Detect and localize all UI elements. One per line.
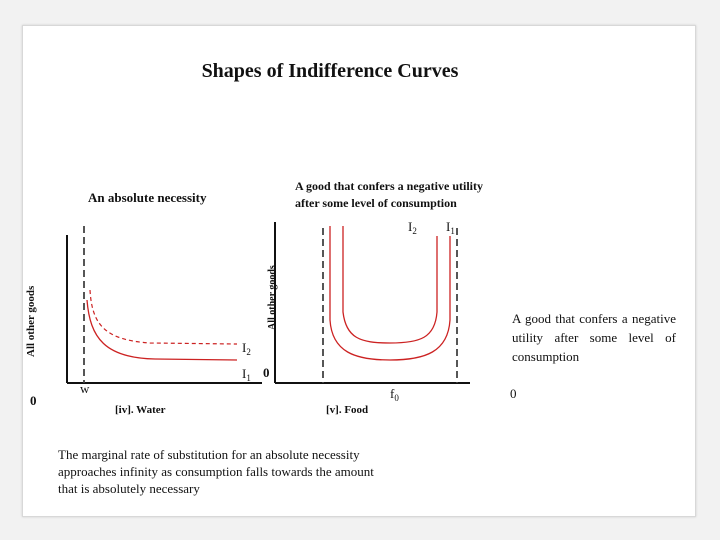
right-curve-outer [329,226,451,361]
right-curve-label-i2: I2 [408,219,417,236]
right-curve-inner [342,226,438,344]
left-origin: 0 [30,393,37,408]
left-x-mark: w [80,381,90,396]
side-note-value: 0 [510,386,517,401]
left-curve-label-i1: I1 [242,366,251,383]
right-y-axis-label: All other goods [267,265,278,330]
footnote: The marginal rate of substitution for an… [58,447,374,496]
left-curve-i1 [86,299,238,361]
left-curve-i2 [89,289,238,345]
right-x-mark: f0 [390,386,399,403]
left-curve-label-i2: I2 [242,340,251,357]
slide [22,25,696,517]
left-y-axis-label: All other goods [25,285,37,357]
right-caption: [v]. Food [326,404,369,416]
right-curve-label-i1: I1 [446,219,455,236]
left-heading: An absolute necessity [88,190,207,205]
side-note: A good that confers a negative utility a… [512,311,676,364]
right-heading-line1: A good that confers a negative utility [295,179,483,193]
page-title: Shapes of Indifference Curves [201,60,459,82]
left-caption: [iv]. Water [115,404,166,416]
right-origin: 0 [263,365,270,380]
right-heading-line2: after some level of consumption [295,196,457,210]
